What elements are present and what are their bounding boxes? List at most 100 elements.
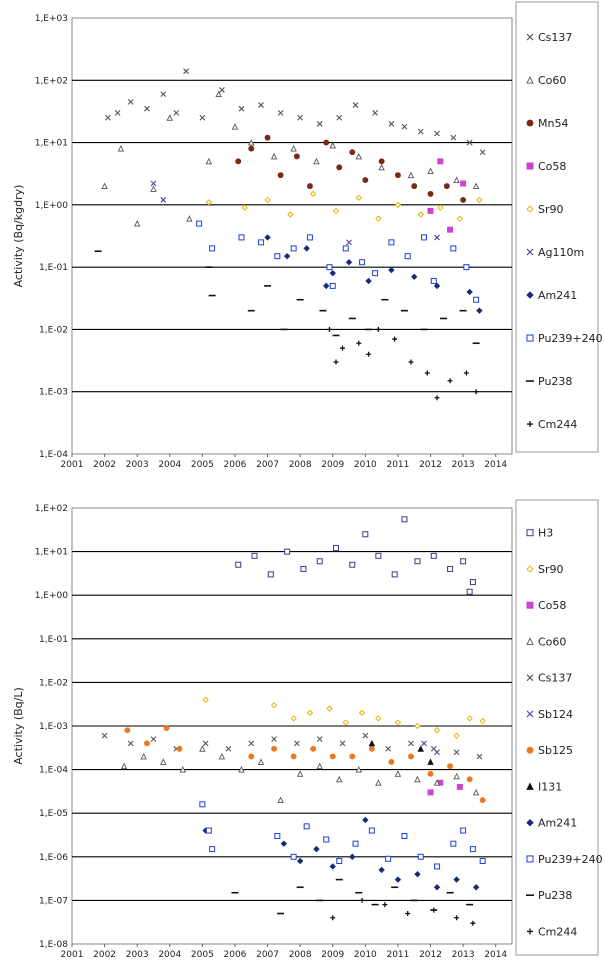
square-marker — [450, 840, 457, 847]
data-point — [264, 196, 271, 204]
square-marker — [290, 245, 297, 252]
x-marker — [316, 120, 323, 127]
data-point — [359, 259, 366, 266]
data-point — [336, 858, 343, 865]
square-marker — [209, 245, 216, 252]
data-point — [378, 158, 385, 165]
diamond-marker — [345, 259, 353, 266]
x-tick-label: 2002 — [93, 950, 116, 960]
data-point — [394, 876, 402, 883]
data-point — [284, 548, 291, 555]
series-pu238 — [94, 250, 480, 345]
data-point — [473, 389, 479, 395]
legend: Cs137 Co60 Mn54 Co58 Sr90 Ag110m Am241 Pu239+24… — [515, 1, 603, 453]
data-point — [453, 749, 460, 756]
data-point — [368, 745, 375, 752]
diamond-marker — [355, 194, 363, 201]
diamond-marker — [280, 840, 288, 847]
x-tick-label: 2004 — [158, 460, 181, 470]
plot-area — [71, 17, 513, 455]
triangle-marker — [336, 775, 343, 783]
data-point — [453, 772, 460, 780]
data-point — [375, 215, 382, 222]
series-cs137 — [101, 732, 483, 760]
data-point — [411, 273, 418, 280]
diamond-marker — [466, 288, 473, 296]
y-tick-label: 1,E-05 — [39, 809, 68, 819]
triangle-marker — [179, 766, 187, 773]
data-point — [427, 758, 434, 765]
diamond-marker — [241, 204, 248, 211]
data-point — [163, 725, 170, 731]
square-marker — [368, 827, 375, 834]
triangle-marker — [414, 775, 421, 783]
legend-item: Cm244 — [527, 925, 577, 938]
square-marker — [274, 832, 281, 839]
x-tick-label: 2001 — [61, 950, 84, 960]
data-point — [479, 858, 486, 865]
legend-item: Pu238 — [526, 375, 572, 388]
square-marker — [199, 801, 206, 808]
legend-label: Sr90 — [538, 563, 564, 576]
square-marker — [460, 558, 467, 565]
legend-item: Sr90 — [526, 563, 564, 576]
x-marker — [271, 736, 277, 743]
triangle-marker — [417, 745, 424, 752]
data-point — [378, 163, 385, 171]
y-tick-label: 1,E-03 — [39, 722, 68, 732]
data-point — [358, 709, 366, 717]
series-cm244 — [326, 326, 479, 401]
square-marker — [349, 561, 356, 568]
x-tick-label: 2001 — [61, 460, 84, 470]
data-point — [287, 211, 294, 218]
square-marker — [434, 863, 441, 870]
data-point — [431, 907, 437, 913]
y-tick-label: 1,E+00 — [35, 591, 69, 601]
square-marker — [391, 571, 398, 578]
plus-marker — [408, 359, 414, 365]
x-tick-label: 2002 — [93, 460, 116, 470]
x-marker — [127, 98, 134, 105]
data-point — [433, 282, 441, 290]
x-tick-label: 2007 — [256, 950, 279, 960]
x-marker — [434, 749, 440, 756]
plus-marker — [333, 359, 339, 365]
x-marker — [202, 740, 209, 747]
data-point — [277, 109, 284, 116]
plus-marker — [392, 336, 398, 342]
data-point — [297, 114, 304, 121]
data-point — [290, 753, 297, 760]
legend-item: Pu238 — [526, 889, 572, 902]
triangle-marker — [133, 220, 141, 227]
data-point — [140, 752, 147, 760]
data-point — [294, 740, 300, 747]
data-point — [463, 264, 470, 271]
triangle-marker — [215, 90, 222, 98]
square-marker — [362, 531, 369, 538]
square-marker — [479, 858, 486, 865]
square-marker — [303, 823, 310, 830]
x-marker — [225, 745, 232, 752]
x-tick-label: 2011 — [386, 950, 409, 960]
diamond-marker — [283, 252, 291, 260]
data-point — [199, 114, 206, 121]
data-point — [427, 190, 434, 197]
x-tick-label: 2014 — [484, 460, 507, 470]
x-tick-label: 2010 — [354, 460, 377, 470]
legend-item: I131 — [526, 780, 562, 793]
data-point — [362, 816, 369, 824]
x-tick-label: 2009 — [321, 460, 344, 470]
data-point — [450, 245, 457, 252]
legend-item: Am241 — [526, 817, 577, 830]
diamond-marker — [394, 719, 402, 726]
x-marker — [388, 120, 395, 127]
circle-marker — [479, 797, 486, 804]
data-point — [340, 345, 346, 351]
data-point — [333, 359, 339, 365]
legend-label: Pu238 — [538, 375, 572, 388]
data-point — [434, 863, 441, 870]
square-marker — [258, 239, 265, 246]
x-marker — [385, 745, 392, 752]
triangle-marker — [453, 772, 460, 780]
y-tick-label: 1,E+01 — [35, 139, 68, 149]
